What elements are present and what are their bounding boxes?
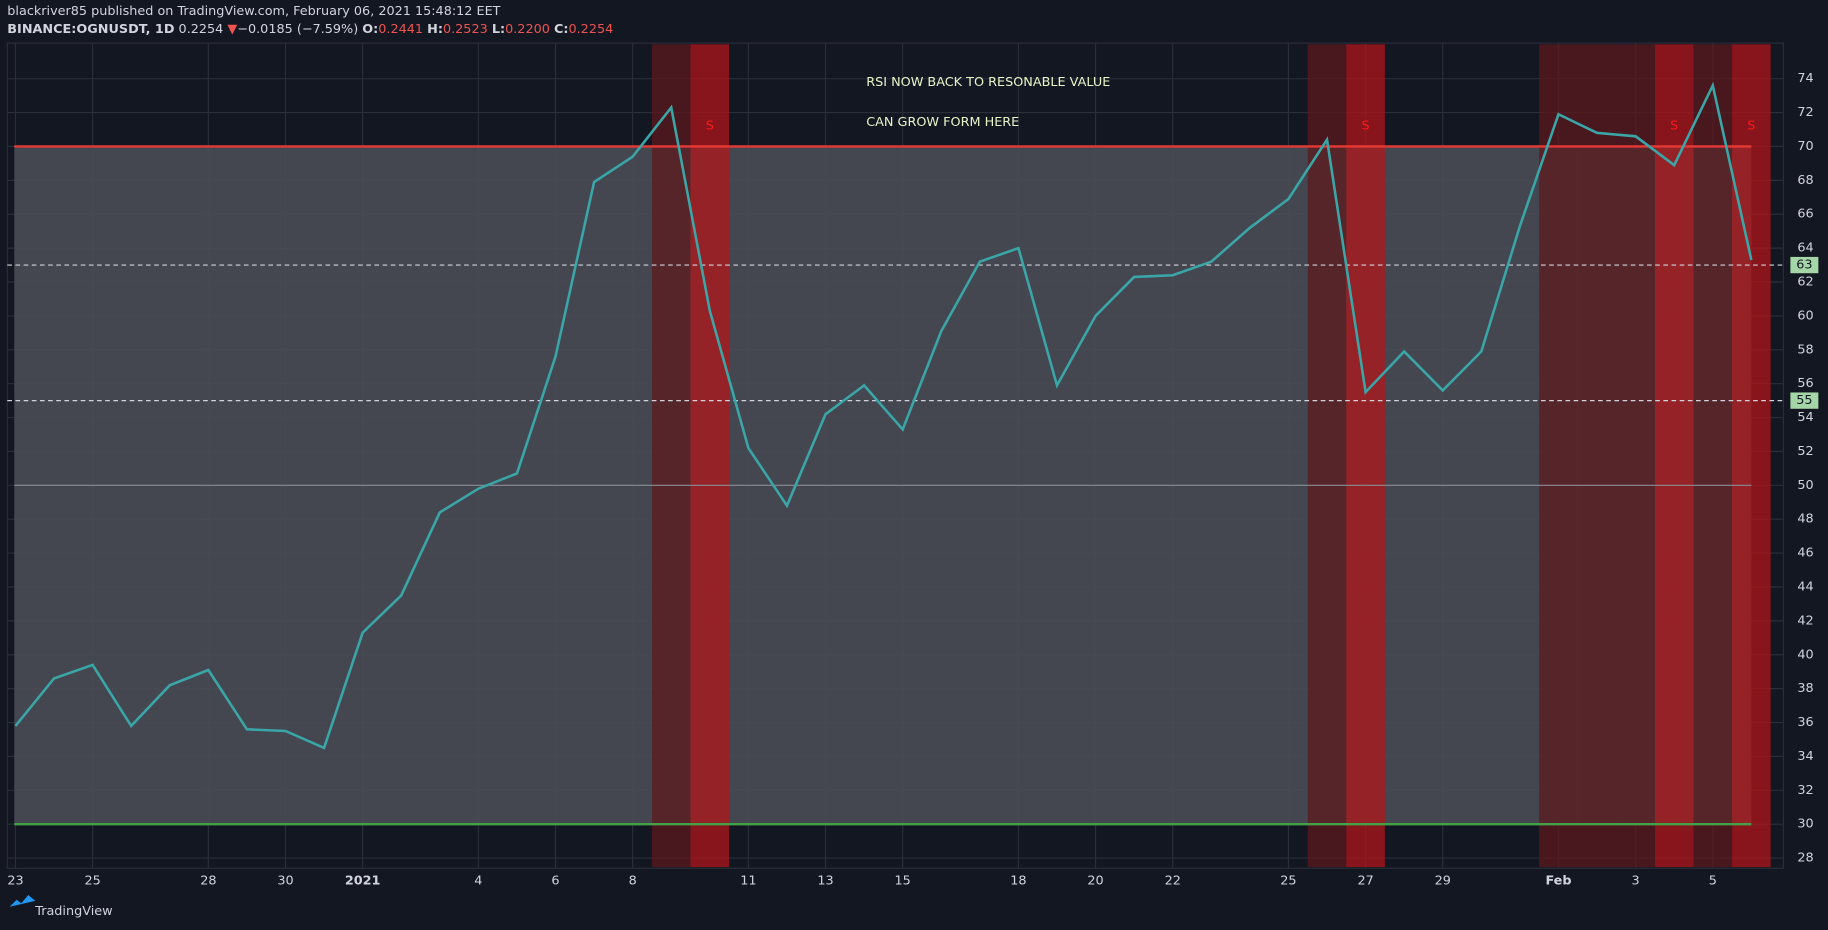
x-tick-label: 3 — [1632, 874, 1640, 889]
high: 0.2523 — [443, 22, 488, 37]
close-label: C: — [554, 22, 569, 37]
marker-tag — [1790, 256, 1819, 274]
signal-label: S — [1747, 118, 1755, 133]
price: 0.2254 — [179, 22, 224, 37]
signal-band — [1539, 44, 1578, 868]
y-tick-label: 44 — [1797, 579, 1813, 594]
x-tick-label: 30 — [277, 874, 293, 889]
x-tick-label: 5 — [1709, 874, 1717, 889]
y-tick-label: 40 — [1797, 647, 1813, 662]
y-tick-label: 42 — [1797, 613, 1813, 628]
y-tick-label: 28 — [1797, 851, 1813, 866]
symbol-line: BINANCE:OGNUSDT, 1D 0.2254 ▼−0.0185 (−7.… — [7, 22, 613, 37]
x-tick-label: 6 — [551, 874, 559, 889]
y-tick-label: 64 — [1797, 241, 1813, 256]
y-tick-label: 34 — [1797, 749, 1813, 764]
x-tick-label: 13 — [817, 874, 833, 889]
y-tick-label: 62 — [1797, 275, 1813, 290]
low: 0.2200 — [505, 22, 550, 37]
marker-label: 55 — [1796, 393, 1812, 408]
x-tick-label: 15 — [895, 874, 911, 889]
signal-band — [1616, 44, 1655, 868]
annotation: RSI NOW BACK TO RESONABLE VALUE — [866, 75, 1110, 90]
marker-label: 63 — [1796, 258, 1812, 273]
y-tick-label: 68 — [1797, 173, 1813, 188]
y-tick-label: 46 — [1797, 546, 1813, 561]
y-tick-label: 32 — [1797, 783, 1813, 798]
signal-band — [1732, 44, 1771, 868]
x-tick-label: 28 — [200, 874, 216, 889]
x-tick-label: 25 — [84, 874, 100, 889]
signal-label: S — [1670, 118, 1678, 133]
symbol: BINANCE:OGNUSDT, 1D — [7, 22, 174, 37]
high-label: H: — [427, 22, 443, 37]
x-tick-label: 4 — [474, 874, 482, 889]
annotation: CAN GROW FORM HERE — [866, 115, 1019, 130]
x-tick-label: 11 — [740, 874, 756, 889]
x-tick-label: 27 — [1357, 874, 1373, 889]
signal-label: S — [706, 118, 714, 133]
y-tick-label: 48 — [1797, 512, 1813, 527]
x-tick-label: 29 — [1435, 874, 1451, 889]
signal-band — [1693, 44, 1733, 868]
signal-band — [1346, 44, 1385, 868]
x-tick-label: 2021 — [345, 874, 381, 889]
y-tick-label: 72 — [1797, 105, 1813, 120]
x-tick-label: 22 — [1165, 874, 1181, 889]
x-tick-label: 25 — [1280, 874, 1296, 889]
byline: blackriver85 published on TradingView.co… — [7, 4, 500, 19]
signal-band — [690, 44, 730, 868]
y-tick-label: 30 — [1797, 817, 1813, 832]
signal-band — [1577, 44, 1617, 868]
brand[interactable]: TradingView — [34, 904, 112, 919]
signal-band — [1654, 44, 1694, 868]
low-label: L: — [492, 22, 505, 37]
logo — [9, 895, 36, 907]
arrow: ▼ — [227, 22, 237, 37]
signal-label: S — [1362, 118, 1370, 133]
signal-band — [651, 44, 691, 868]
y-tick-label: 74 — [1797, 71, 1813, 86]
x-tick-label: 8 — [629, 874, 637, 889]
signal-band — [1307, 44, 1347, 868]
y-tick-label: 52 — [1797, 444, 1813, 459]
close: 0.2254 — [568, 22, 613, 37]
y-tick-label: 36 — [1797, 715, 1813, 730]
x-tick-label: 20 — [1087, 874, 1103, 889]
open: 0.2441 — [378, 22, 423, 37]
x-tick-label: 18 — [1010, 874, 1026, 889]
open-label: O: — [362, 22, 378, 37]
y-tick-label: 60 — [1797, 308, 1813, 323]
y-tick-label: 54 — [1797, 410, 1813, 425]
x-tick-label: Feb — [1545, 874, 1571, 889]
marker-tag — [1790, 392, 1819, 409]
y-tick-label: 50 — [1797, 478, 1813, 493]
y-tick-label: 58 — [1797, 342, 1813, 357]
x-tick-label: 23 — [7, 874, 23, 889]
rsi-line — [14, 81, 1753, 750]
y-tick-label: 38 — [1797, 681, 1813, 696]
y-tick-label: 66 — [1797, 207, 1813, 222]
change: −0.0185 (−7.59%) — [237, 22, 358, 37]
y-tick-label: 70 — [1797, 139, 1813, 154]
y-tick-label: 56 — [1797, 376, 1813, 391]
